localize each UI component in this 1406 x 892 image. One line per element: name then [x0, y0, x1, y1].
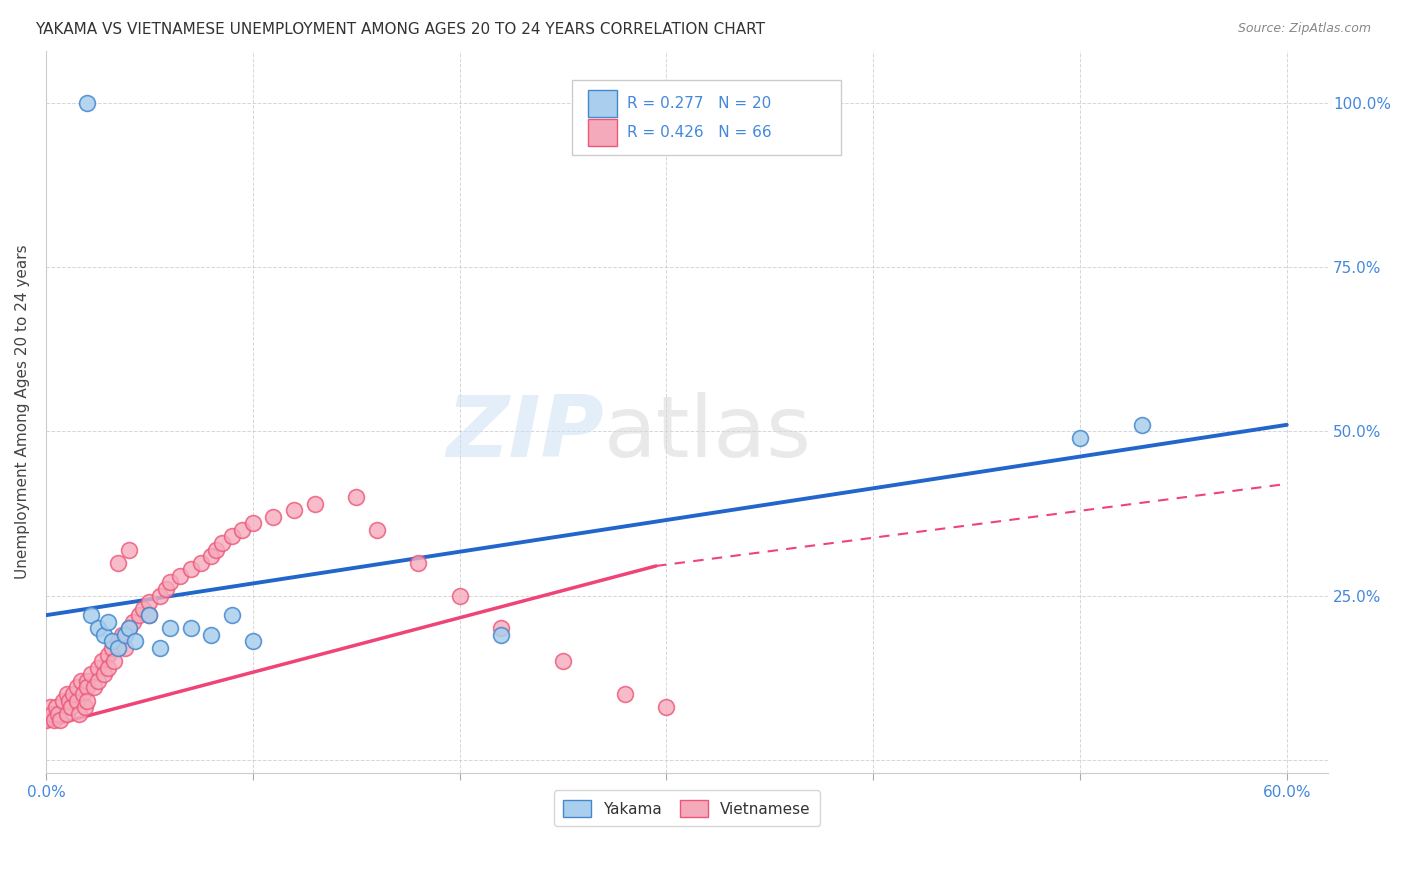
Point — [62, 687, 84, 701]
Point — [231, 523, 253, 537]
Bar — [588, 90, 617, 117]
Point — [93, 628, 115, 642]
Point — [283, 503, 305, 517]
Point — [101, 634, 124, 648]
Point — [180, 621, 202, 635]
Text: Source: ZipAtlas.com: Source: ZipAtlas.com — [1237, 22, 1371, 36]
Point — [124, 634, 146, 648]
Point — [86, 621, 108, 635]
Point — [221, 608, 243, 623]
Point — [1130, 417, 1153, 432]
Point — [55, 687, 77, 701]
Point — [614, 687, 637, 701]
Point — [101, 640, 124, 655]
Point — [80, 667, 103, 681]
Point — [242, 516, 264, 531]
Point — [45, 700, 67, 714]
FancyBboxPatch shape — [572, 79, 841, 155]
Point — [55, 706, 77, 721]
Point — [149, 640, 172, 655]
Point — [114, 628, 136, 642]
Point — [489, 621, 512, 635]
Legend: Yakama, Vietnamese: Yakama, Vietnamese — [554, 790, 820, 827]
Text: YAKAMA VS VIETNAMESE UNEMPLOYMENT AMONG AGES 20 TO 24 YEARS CORRELATION CHART: YAKAMA VS VIETNAMESE UNEMPLOYMENT AMONG … — [35, 22, 765, 37]
Point — [66, 681, 89, 695]
Point — [406, 556, 429, 570]
Point — [76, 96, 98, 111]
Text: ZIP: ZIP — [446, 392, 603, 475]
Point — [86, 673, 108, 688]
Point — [58, 693, 80, 707]
Point — [551, 654, 574, 668]
Point — [80, 608, 103, 623]
Point — [83, 681, 105, 695]
Bar — [588, 119, 617, 146]
Point — [180, 562, 202, 576]
Point — [121, 615, 143, 629]
Point — [211, 536, 233, 550]
Point — [304, 497, 326, 511]
Point — [76, 693, 98, 707]
Point — [190, 556, 212, 570]
Point — [107, 634, 129, 648]
Point — [262, 509, 284, 524]
Point — [97, 615, 120, 629]
Point — [41, 706, 63, 721]
Point — [75, 700, 97, 714]
Point — [242, 634, 264, 648]
Point — [107, 556, 129, 570]
Point — [489, 628, 512, 642]
Point — [66, 693, 89, 707]
Point — [149, 589, 172, 603]
Point — [449, 589, 471, 603]
Point — [111, 628, 134, 642]
Point — [107, 640, 129, 655]
Point — [90, 654, 112, 668]
Point — [59, 700, 82, 714]
Point — [159, 621, 181, 635]
Point — [118, 621, 141, 635]
Text: R = 0.426   N = 66: R = 0.426 N = 66 — [627, 125, 772, 140]
Point — [72, 687, 94, 701]
Point — [39, 700, 62, 714]
Point — [93, 667, 115, 681]
Point — [655, 700, 678, 714]
Point — [35, 713, 58, 727]
Point — [76, 673, 98, 688]
Point — [49, 713, 72, 727]
Point — [118, 621, 141, 635]
Point — [200, 628, 222, 642]
Point — [221, 529, 243, 543]
Point — [366, 523, 388, 537]
Point — [200, 549, 222, 563]
Point — [48, 706, 70, 721]
Point — [103, 654, 125, 668]
Point — [97, 648, 120, 662]
Point — [97, 661, 120, 675]
Point — [86, 661, 108, 675]
Point — [1069, 431, 1091, 445]
Point — [138, 595, 160, 609]
Point — [132, 601, 155, 615]
Point — [128, 608, 150, 623]
Point — [67, 706, 90, 721]
Point — [51, 693, 73, 707]
Point — [76, 681, 98, 695]
Point — [169, 569, 191, 583]
Point — [159, 575, 181, 590]
Y-axis label: Unemployment Among Ages 20 to 24 years: Unemployment Among Ages 20 to 24 years — [15, 244, 30, 579]
Point — [138, 608, 160, 623]
Text: R = 0.277   N = 20: R = 0.277 N = 20 — [627, 96, 770, 111]
Point — [155, 582, 177, 596]
Point — [138, 608, 160, 623]
Point — [344, 490, 367, 504]
Point — [114, 640, 136, 655]
Text: atlas: atlas — [603, 392, 811, 475]
Point — [44, 713, 66, 727]
Point — [204, 542, 226, 557]
Point — [118, 542, 141, 557]
Point — [70, 673, 93, 688]
